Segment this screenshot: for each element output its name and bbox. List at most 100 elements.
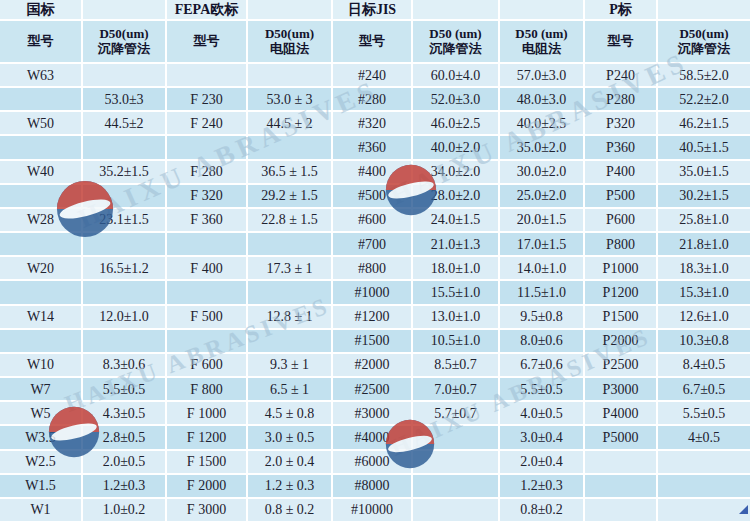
- table-cell: #6000: [333, 451, 413, 475]
- table-cell: [83, 136, 167, 160]
- table-cell: [413, 426, 500, 450]
- table-cell: W28: [0, 209, 83, 233]
- table-cell: P240: [585, 64, 658, 88]
- table-cell: 57.0±3.0: [500, 64, 585, 88]
- table-cell: 3.0 ± 0.5: [248, 426, 333, 450]
- table-cell: 8.3±0.6: [83, 354, 167, 378]
- table-cell: P1000: [585, 257, 658, 281]
- column-header-cell: 型号: [333, 21, 413, 64]
- table-cell: 5.5±0.5: [83, 378, 167, 402]
- table-cell: P500: [585, 185, 658, 209]
- table-cell: [248, 136, 333, 160]
- group-header-cell: [83, 0, 167, 21]
- table-cell: 12.8 ± 1: [248, 306, 333, 330]
- table-cell: P800: [585, 233, 658, 257]
- table-cell: P400: [585, 161, 658, 185]
- table-cell: 25.0±2.0: [500, 185, 585, 209]
- table-cell: 5.7±0.7: [413, 402, 500, 426]
- table-cell: 1.2 ± 0.3: [248, 475, 333, 499]
- table-cell: #320: [333, 112, 413, 136]
- table-cell: 58.5±2.0: [658, 64, 750, 88]
- table-cell: P5000: [585, 426, 658, 450]
- table-cell: 24.0±1.5: [413, 209, 500, 233]
- table-cell: [83, 185, 167, 209]
- table-cell: 44.5 ± 2: [248, 112, 333, 136]
- table-cell: [167, 136, 248, 160]
- table-cell: W50: [0, 112, 83, 136]
- table-cell: 48.0±3.0: [500, 88, 585, 112]
- table-cell: #1000: [333, 281, 413, 305]
- table-cell: #8000: [333, 475, 413, 499]
- table-cell: W3.5: [0, 426, 83, 450]
- column-header-cell: D50(um)沉降管法: [83, 21, 167, 64]
- table-cell: 40.0±2.0: [413, 136, 500, 160]
- table-cell: 36.5 ± 1.5: [248, 161, 333, 185]
- table-cell: #2500: [333, 378, 413, 402]
- table-cell: 53.0±3: [83, 88, 167, 112]
- column-header-cell: 型号: [167, 21, 248, 64]
- table-cell: 30.2±1.5: [658, 185, 750, 209]
- table-cell: 15.3±1.0: [658, 281, 750, 305]
- table-cell: 35.0±1.5: [658, 161, 750, 185]
- table-cell: #2000: [333, 354, 413, 378]
- table-cell: 1.2±0.3: [500, 475, 585, 499]
- table-cell: 8.4±0.5: [658, 354, 750, 378]
- table-cell: [167, 330, 248, 354]
- table-cell: [83, 330, 167, 354]
- table-cell: #280: [333, 88, 413, 112]
- table-cell: 2.0 ± 0.4: [248, 451, 333, 475]
- grit-table: 国标FEPA欧标日标JISP标型号D50(um)沉降管法型号D50(um)电阻法…: [0, 0, 750, 523]
- table-cell: [413, 475, 500, 499]
- group-header-cell: [413, 0, 500, 21]
- table-cell: [0, 330, 83, 354]
- table-cell: 35.0±2.0: [500, 136, 585, 160]
- table-cell: [658, 475, 750, 499]
- table-cell: [585, 451, 658, 475]
- table-cell: [585, 475, 658, 499]
- table-cell: P2000: [585, 330, 658, 354]
- table-cell: 10.5±1.0: [413, 330, 500, 354]
- table-cell: F 1000: [167, 402, 248, 426]
- table-cell: 30.0±2.0: [500, 161, 585, 185]
- table-cell: 8.0±0.6: [500, 330, 585, 354]
- table-cell: 0.8 ± 0.2: [248, 499, 333, 523]
- table-cell: #360: [333, 136, 413, 160]
- table-cell: 22.8 ± 1.5: [248, 209, 333, 233]
- table-cell: #600: [333, 209, 413, 233]
- table-cell: P360: [585, 136, 658, 160]
- table-cell: P3000: [585, 378, 658, 402]
- group-header-cell: [658, 0, 750, 21]
- table-cell: [248, 64, 333, 88]
- table-cell: 2.0±0.5: [83, 451, 167, 475]
- table-cell: 18.0±1.0: [413, 257, 500, 281]
- table-cell: 10.3±0.8: [658, 330, 750, 354]
- table-cell: 40.0±2.5: [500, 112, 585, 136]
- table-cell: 6.7±0.6: [500, 354, 585, 378]
- table-cell: [0, 88, 83, 112]
- table-cell: F 1200: [167, 426, 248, 450]
- column-header-cell: D50 (um)沉降管法: [413, 21, 500, 64]
- table-cell: [83, 281, 167, 305]
- table-cell: 5.5±0.5: [658, 402, 750, 426]
- table-cell: F 3000: [167, 499, 248, 523]
- table-cell: 9.3 ± 1: [248, 354, 333, 378]
- table-cell: F 230: [167, 88, 248, 112]
- table-cell: [0, 281, 83, 305]
- table-cell: P1200: [585, 281, 658, 305]
- table-cell: P320: [585, 112, 658, 136]
- table-cell: 21.8±1.0: [658, 233, 750, 257]
- table-cell: #1200: [333, 306, 413, 330]
- column-header-cell: 型号: [0, 21, 83, 64]
- table-cell: F 2000: [167, 475, 248, 499]
- table-cell: 4.0±0.5: [500, 402, 585, 426]
- group-header-cell: [248, 0, 333, 21]
- column-header-cell: D50 (um)电阻法: [500, 21, 585, 64]
- table-cell: [167, 281, 248, 305]
- table-cell: 52.0±3.0: [413, 88, 500, 112]
- table-cell: 46.2±1.5: [658, 112, 750, 136]
- table-cell: [83, 64, 167, 88]
- table-cell: 3.0±0.4: [500, 426, 585, 450]
- table-cell: [0, 233, 83, 257]
- table-cell: W1: [0, 499, 83, 523]
- group-header-cell: P标: [585, 0, 658, 21]
